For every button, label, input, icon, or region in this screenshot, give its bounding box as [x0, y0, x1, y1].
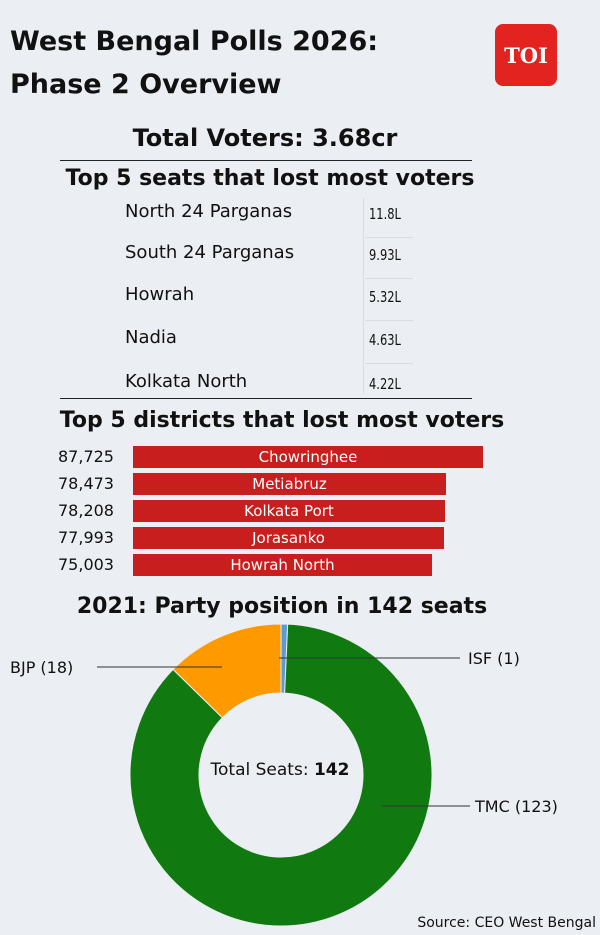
seat-name: Howrah [125, 284, 195, 305]
donut-slice-bjp [172, 623, 282, 719]
bar: Metiabruz [133, 473, 446, 495]
seat-name: South 24 Parganas [125, 242, 295, 263]
seat-row: North 24 Parganas 11.8L [125, 201, 415, 243]
seat-value: 9.93L [369, 246, 401, 264]
bar-value-label: 75,003 [58, 555, 114, 574]
donut-center-label: Total Seats: 142 [190, 760, 370, 780]
divider-top [60, 160, 472, 161]
title-line-2: Phase 2 Overview [10, 69, 282, 100]
bar: Howrah North [133, 554, 432, 576]
bar-value-label: 78,208 [58, 501, 114, 520]
seats-heading: Top 5 seats that lost most voters [65, 166, 475, 191]
total-voters: Total Voters: 3.68cr [132, 124, 398, 152]
seat-name: North 24 Parganas [125, 201, 293, 222]
seat-row-divider [365, 363, 413, 364]
seat-row-divider [365, 237, 413, 238]
label-isf: ISF (1) [468, 649, 520, 668]
bar-value-label: 78,473 [58, 474, 114, 493]
seat-value: 11.8L [369, 205, 401, 223]
bar-value-label: 77,993 [58, 528, 114, 547]
source-note: Source: CEO West Bengal [417, 915, 596, 931]
seat-row: South 24 Parganas 9.93L [125, 242, 415, 284]
seat-row: Kolkata North 4.22L [125, 371, 415, 413]
seat-row: Howrah 5.32L [125, 284, 415, 326]
divider-bottom [60, 398, 472, 399]
seat-name: Kolkata North [125, 371, 248, 392]
seat-value: 4.63L [369, 331, 401, 349]
seat-row: Nadia 4.63L [125, 327, 415, 369]
seats-column-divider [363, 198, 364, 394]
districts-heading: Top 5 districts that lost most voters [59, 408, 505, 433]
center-value: 142 [313, 760, 350, 780]
seat-row-divider [365, 320, 413, 321]
seat-value: 4.22L [369, 375, 401, 393]
bar: Kolkata Port [133, 500, 445, 522]
logo-text: TOI [504, 42, 548, 68]
label-bjp: BJP (18) [10, 658, 73, 677]
seat-value: 5.32L [369, 288, 401, 306]
label-tmc: TMC (123) [474, 797, 558, 816]
toi-logo: TOI [495, 24, 557, 86]
seat-name: Nadia [125, 327, 177, 348]
bar: Chowringhee [133, 446, 483, 468]
donut-slice-tmc [129, 623, 433, 927]
bar: Jorasanko [133, 527, 444, 549]
bar-value-label: 87,725 [58, 447, 114, 466]
page-title: West Bengal Polls 2026: Phase 2 Overview [10, 20, 470, 106]
title-line-1: West Bengal Polls 2026: [10, 26, 379, 57]
donut-heading: 2021: Party position in 142 seats [76, 594, 488, 619]
seat-row-divider [365, 278, 413, 279]
center-text: Total Seats: [210, 760, 309, 780]
